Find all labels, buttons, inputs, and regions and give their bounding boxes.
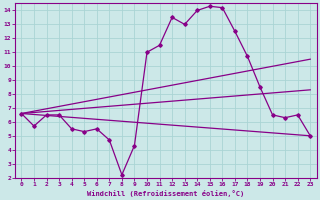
X-axis label: Windchill (Refroidissement éolien,°C): Windchill (Refroidissement éolien,°C) xyxy=(87,190,244,197)
